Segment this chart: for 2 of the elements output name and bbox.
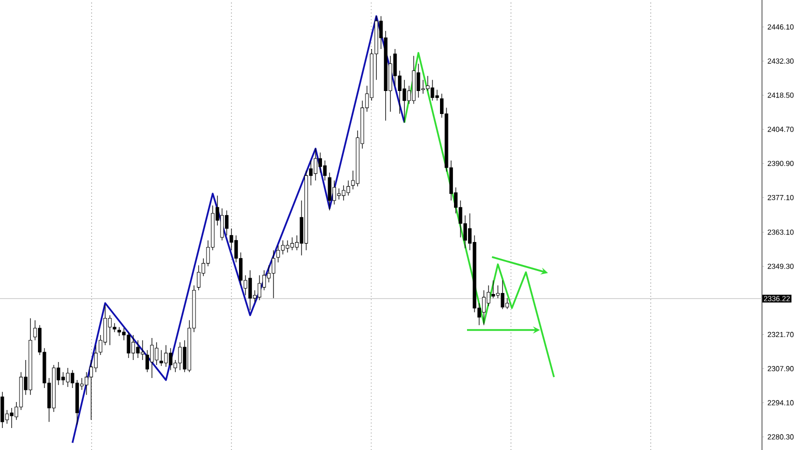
line-series bbox=[404, 52, 555, 378]
line-series bbox=[72, 15, 406, 444]
